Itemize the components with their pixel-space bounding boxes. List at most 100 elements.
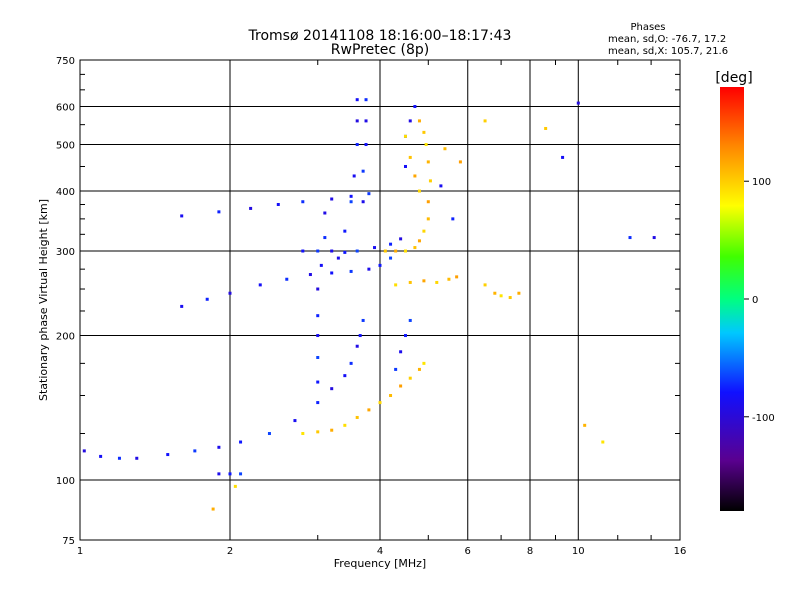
data-point <box>343 374 347 378</box>
data-point <box>455 275 459 279</box>
data-point <box>343 229 347 233</box>
data-point <box>316 249 320 253</box>
data-point <box>211 507 215 511</box>
data-point <box>378 263 382 267</box>
data-point <box>217 472 221 476</box>
data-point <box>301 200 305 204</box>
data-point <box>355 98 359 102</box>
data-point <box>413 246 417 250</box>
data-point <box>361 200 365 204</box>
x-tick-label: 10 <box>572 546 585 557</box>
data-point <box>355 344 359 348</box>
data-point <box>417 119 421 123</box>
data-point <box>330 387 334 391</box>
data-point <box>389 242 393 246</box>
data-point <box>180 304 184 308</box>
data-point <box>166 453 170 457</box>
data-point <box>403 249 407 253</box>
data-point <box>451 217 455 221</box>
data-point <box>323 211 327 215</box>
data-point <box>394 249 398 253</box>
grid-lines <box>80 60 680 540</box>
data-point <box>652 236 656 240</box>
data-point <box>364 98 368 102</box>
data-point <box>408 376 412 380</box>
data-point <box>576 101 580 105</box>
data-point <box>403 134 407 138</box>
data-point <box>301 249 305 253</box>
data-point <box>316 314 320 318</box>
stats-line-x: mean, sd,X: 105.7, 21.6 <box>608 46 728 57</box>
data-point <box>413 174 417 178</box>
stats-line-o: mean, sd,O: -76.7, 17.2 <box>608 34 726 45</box>
data-points <box>82 98 656 511</box>
data-point <box>394 283 398 287</box>
y-tick-label: 750 <box>56 56 75 67</box>
data-point <box>249 206 253 210</box>
data-point <box>228 472 232 476</box>
chart-subtitle: RwPretec (8p) <box>331 42 429 58</box>
y-tick-label: 400 <box>56 187 75 198</box>
data-point <box>403 334 407 338</box>
data-point <box>399 384 403 388</box>
data-point <box>403 164 407 168</box>
data-point <box>301 432 305 436</box>
data-point <box>426 200 430 204</box>
data-point <box>319 263 323 267</box>
data-point <box>367 192 371 196</box>
y-tick-label: 500 <box>56 141 75 152</box>
y-tick-label: 100 <box>56 476 75 487</box>
data-point <box>364 119 368 123</box>
data-point <box>561 155 565 159</box>
x-tick-label: 4 <box>377 546 383 557</box>
data-point <box>193 449 197 453</box>
x-axis-label: Frequency [MHz] <box>334 557 426 570</box>
colorbar-tick-label: 0 <box>752 295 758 306</box>
data-point <box>239 472 243 476</box>
data-point <box>422 130 426 134</box>
y-tick-label: 200 <box>56 332 75 343</box>
data-point <box>426 217 430 221</box>
data-point <box>99 454 103 458</box>
data-point <box>258 283 262 287</box>
data-point <box>483 119 487 123</box>
data-point <box>408 280 412 284</box>
data-point <box>205 297 209 301</box>
data-point <box>499 294 503 298</box>
data-point <box>117 456 121 460</box>
data-point <box>293 419 297 423</box>
data-point <box>439 184 443 188</box>
data-point <box>483 283 487 287</box>
data-point <box>544 126 548 130</box>
data-point <box>349 269 353 273</box>
plot-frame <box>79 59 681 541</box>
data-point <box>267 432 271 436</box>
data-point <box>228 291 232 295</box>
data-point <box>413 105 417 109</box>
data-point <box>408 155 412 159</box>
data-point <box>408 119 412 123</box>
colorbar-ticks: 100 0 -100 <box>744 177 775 424</box>
data-point <box>424 143 428 147</box>
data-point <box>316 355 320 359</box>
data-point <box>330 428 334 432</box>
data-point <box>316 334 320 338</box>
data-point <box>217 445 221 449</box>
y-tick-label: 75 <box>62 536 75 547</box>
axis-ticks: 1 2 4 6 8 10 16 75 100 200 300 400 500 600 750 <box>56 56 686 557</box>
data-point <box>399 237 403 241</box>
x-tick-label: 8 <box>527 546 533 557</box>
data-point <box>389 394 393 398</box>
data-point <box>361 169 365 173</box>
data-point <box>355 143 359 147</box>
data-point <box>417 239 421 243</box>
x-tick-label: 1 <box>77 546 83 557</box>
data-point <box>330 271 334 275</box>
data-point <box>358 334 362 338</box>
y-tick-label: 600 <box>56 103 75 114</box>
x-tick-label: 6 <box>465 546 471 557</box>
data-point <box>276 202 280 206</box>
data-point <box>422 229 426 233</box>
y-tick-label: 300 <box>56 247 75 258</box>
